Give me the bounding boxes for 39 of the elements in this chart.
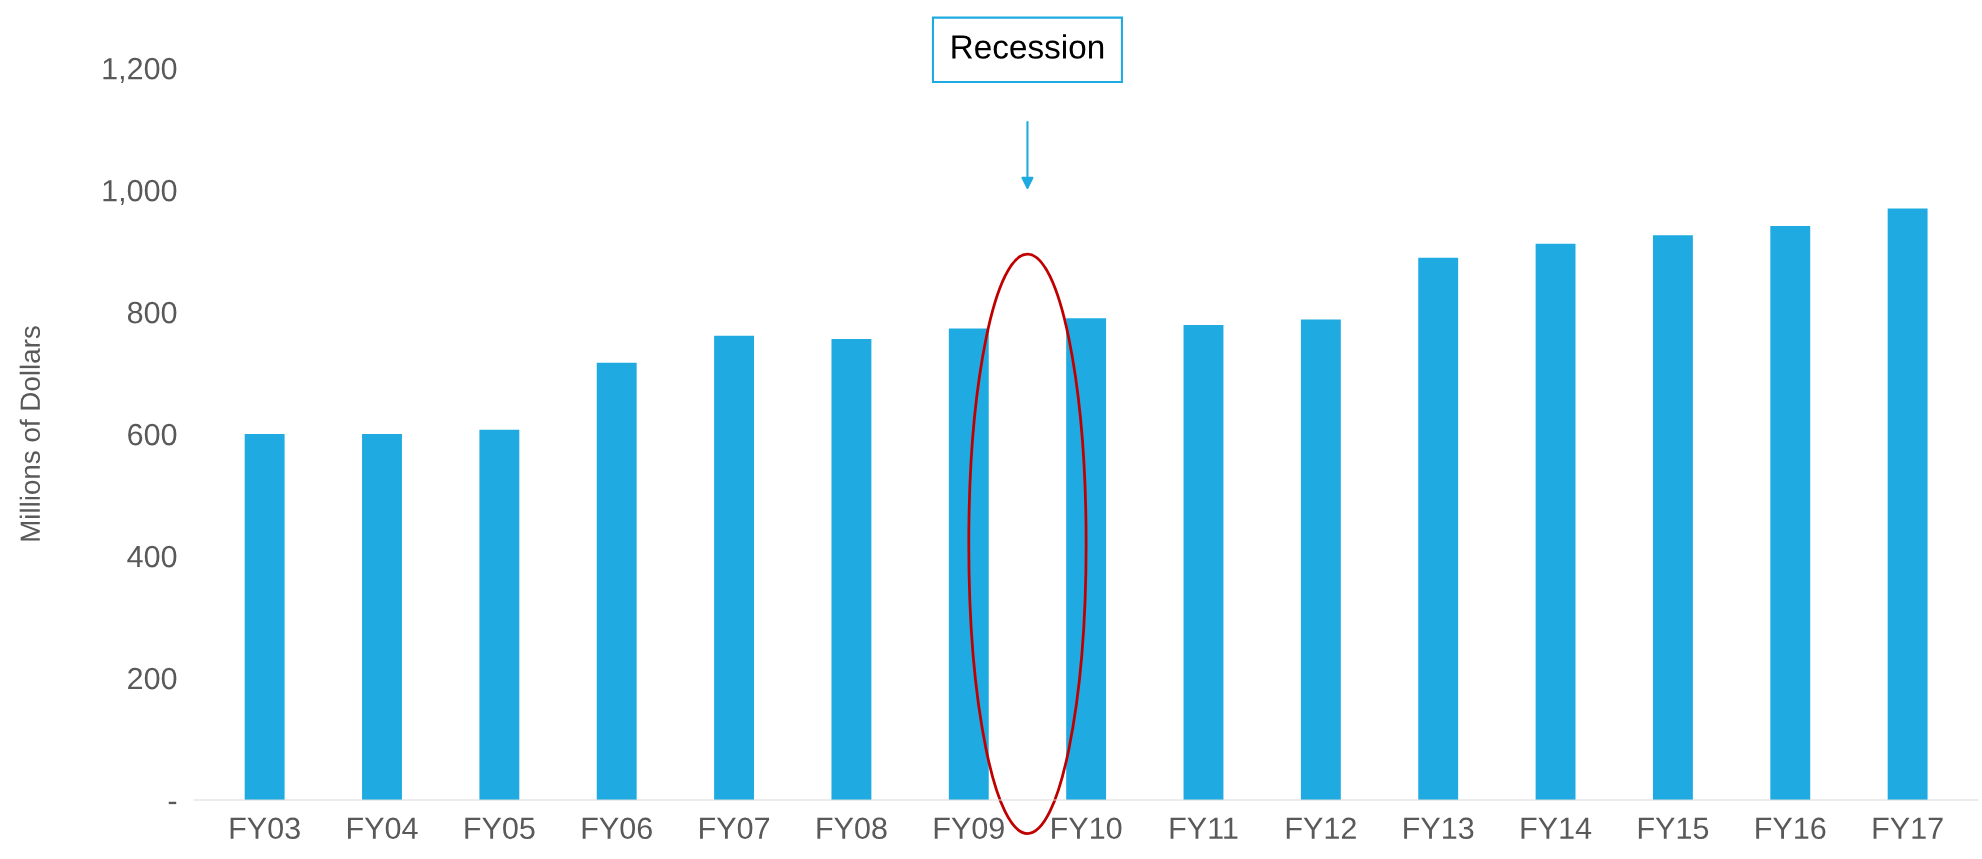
x-tick-label: FY10 bbox=[1052, 817, 1122, 840]
bar bbox=[1183, 324, 1224, 800]
x-tick-label: FY03 bbox=[230, 817, 300, 840]
bar bbox=[1887, 208, 1928, 800]
bar bbox=[1300, 319, 1341, 800]
x-tick-label: FY13 bbox=[1404, 817, 1474, 840]
bar bbox=[1066, 318, 1107, 800]
bar bbox=[714, 335, 755, 800]
bar bbox=[831, 338, 872, 800]
y-axis-title: Millions of Dollars bbox=[19, 326, 41, 541]
x-tick-label: FY14 bbox=[1521, 817, 1592, 839]
y-tick-label: 800 bbox=[127, 301, 177, 324]
x-tick-label: FY06 bbox=[582, 817, 652, 840]
x-tick-label: FY11 bbox=[1170, 817, 1238, 839]
bar bbox=[596, 362, 637, 800]
y-tick-label: 1,000 bbox=[103, 179, 177, 206]
x-tick-label: FY12 bbox=[1286, 817, 1356, 839]
x-tick-label: FY05 bbox=[465, 817, 535, 840]
x-tick-label: FY04 bbox=[348, 817, 418, 840]
bar bbox=[1535, 243, 1576, 800]
bar bbox=[948, 328, 989, 800]
bar bbox=[1770, 226, 1811, 800]
x-tick-label: FY16 bbox=[1756, 817, 1826, 840]
x-tick-label: FY09 bbox=[934, 817, 1004, 840]
y-tick-label: 200 bbox=[128, 667, 177, 690]
bar bbox=[244, 434, 285, 800]
x-tick-label: FY07 bbox=[700, 817, 770, 840]
x-tick-label: FY17 bbox=[1873, 817, 1943, 839]
x-tick-label: FY08 bbox=[817, 817, 887, 840]
y-tick-label: 600 bbox=[128, 423, 177, 446]
bar bbox=[362, 434, 402, 800]
y-tick-label: 1,200 bbox=[103, 57, 177, 84]
bar bbox=[479, 429, 520, 800]
y-tick-label: 400 bbox=[127, 545, 177, 568]
text: Recession bbox=[952, 34, 1104, 59]
bar bbox=[1652, 235, 1693, 800]
y-tick-label: - bbox=[168, 801, 177, 805]
x-tick-label: FY15 bbox=[1638, 817, 1709, 840]
bar bbox=[1418, 257, 1459, 800]
